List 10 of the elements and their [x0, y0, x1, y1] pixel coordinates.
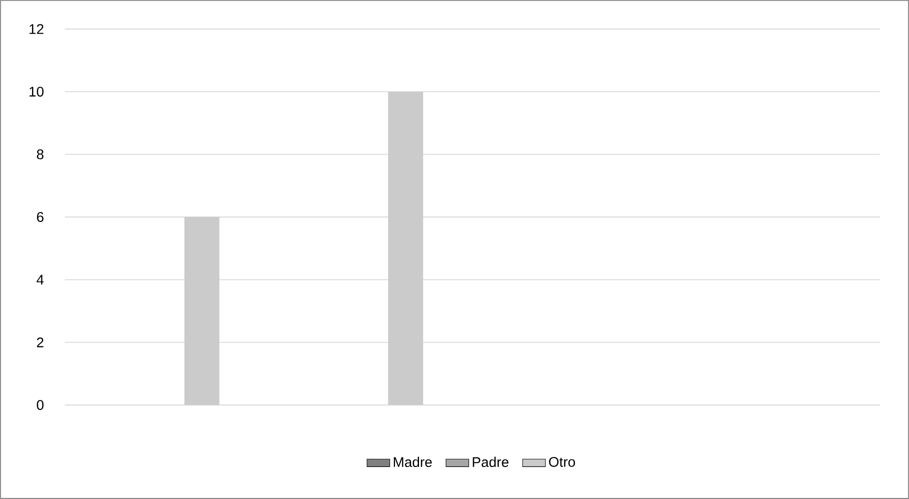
y-tick-label: 8 [36, 149, 44, 160]
legend-label: Otro [549, 456, 575, 467]
y-tick-label: 2 [37, 337, 44, 348]
y-tick-label: 6 [37, 212, 44, 222]
y-tick-label: 10 [30, 86, 44, 97]
y-tick-label: 4 [36, 274, 44, 284]
legend-label: Madre [394, 456, 432, 468]
legend-label: Padre [472, 456, 508, 468]
y-tick-label: 0 [36, 400, 44, 410]
y-tick-label: 12 [30, 24, 44, 34]
